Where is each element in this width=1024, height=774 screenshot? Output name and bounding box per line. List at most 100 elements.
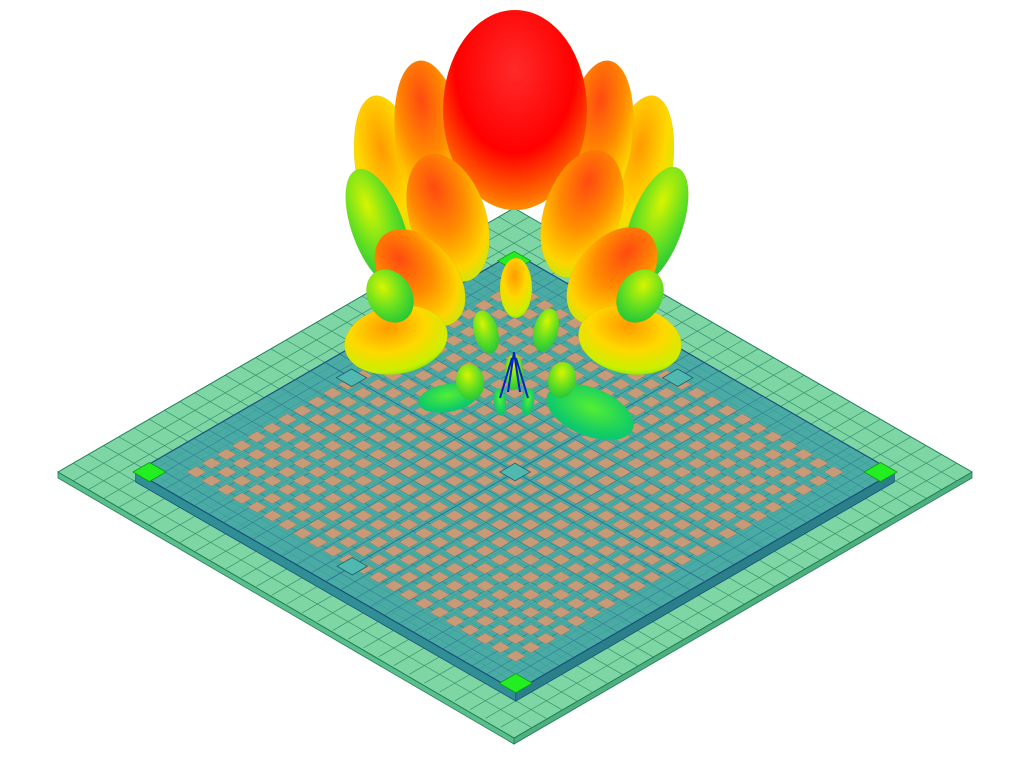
patch-element	[460, 588, 480, 601]
patch-element	[505, 615, 526, 627]
patch-element	[307, 448, 328, 461]
patch-element	[596, 597, 617, 610]
patch-element	[489, 501, 510, 513]
patch-element	[566, 562, 586, 575]
patch-element	[414, 527, 435, 540]
patch-element	[399, 553, 420, 566]
patch-element	[429, 518, 450, 531]
patch-element	[596, 492, 617, 505]
patch-element	[444, 492, 465, 505]
patch-element	[747, 492, 768, 505]
lobe-main-beam	[442, 9, 588, 211]
patch-element	[474, 492, 495, 505]
patch-element	[398, 483, 419, 496]
patch-element	[732, 518, 753, 531]
patch-element	[702, 413, 722, 426]
patch-element	[307, 483, 328, 496]
patch-element	[474, 352, 495, 364]
patch-element	[595, 457, 617, 469]
patch-element	[626, 457, 647, 469]
patch-element	[505, 510, 526, 522]
patch-element	[322, 475, 343, 487]
patch-element	[596, 439, 616, 452]
patch-element	[520, 606, 541, 618]
lobe-center-upper	[499, 257, 533, 319]
patch-element	[687, 527, 708, 540]
patch-element	[611, 466, 632, 478]
patch-element	[611, 536, 632, 548]
patch-element	[535, 597, 556, 610]
patch-element	[398, 413, 419, 426]
patch-element	[399, 571, 420, 583]
patch-element	[732, 413, 753, 426]
patch-element	[337, 413, 358, 426]
patch-element	[429, 413, 449, 426]
patch-element	[307, 466, 328, 478]
patch-element	[580, 466, 601, 478]
patch-element	[687, 510, 708, 522]
patch-element	[671, 396, 692, 408]
patch-element	[641, 518, 662, 531]
patch-element	[338, 536, 359, 548]
patch-element	[216, 483, 237, 496]
lobe-low-left	[455, 363, 485, 401]
patch-element	[596, 527, 617, 540]
patch-element	[262, 422, 282, 434]
patch-element	[231, 439, 252, 452]
patch-element	[520, 431, 541, 443]
patch-element	[611, 571, 632, 583]
patch-element	[626, 475, 647, 487]
patch-element	[201, 475, 222, 487]
patch-element	[732, 483, 753, 496]
patch-element	[672, 501, 693, 513]
patch-element	[504, 422, 525, 434]
patch-element	[671, 466, 692, 478]
patch-element	[490, 641, 511, 654]
patch-element	[459, 431, 480, 443]
patch-element	[398, 448, 419, 461]
patch-element	[489, 431, 510, 443]
patch-element	[536, 615, 556, 627]
patch-element	[762, 483, 784, 496]
radiation-lobes	[344, 9, 689, 441]
patch-element	[459, 448, 480, 461]
patch-element	[277, 413, 298, 426]
patch-element	[246, 431, 267, 443]
patch-element	[505, 632, 526, 645]
patch-element	[702, 536, 723, 548]
patch-element	[292, 475, 313, 487]
patch-element	[398, 518, 419, 531]
patch-element	[338, 466, 359, 478]
patch-element	[413, 369, 434, 382]
patch-element	[475, 562, 496, 575]
patch-element	[368, 448, 389, 461]
patch-element	[247, 466, 267, 478]
corner-marker-right	[863, 462, 898, 482]
patch-element	[611, 448, 632, 461]
patch-element	[459, 571, 480, 583]
patch-element	[687, 439, 707, 452]
patch-element	[489, 483, 510, 496]
patch-element	[641, 466, 662, 478]
patch-element	[444, 510, 465, 522]
patch-element	[413, 475, 435, 487]
feed-block-right	[661, 368, 694, 387]
patch-element	[581, 536, 602, 548]
patch-element	[413, 439, 434, 452]
patch-element	[596, 475, 617, 487]
patch-element	[307, 413, 328, 426]
patch-element	[322, 404, 343, 417]
patch-element	[338, 448, 359, 461]
feed-block-left	[335, 368, 368, 387]
patch-element	[368, 413, 389, 426]
patch-element	[656, 387, 677, 399]
patch-element	[353, 545, 374, 557]
patch-element	[489, 448, 510, 461]
patch-element	[596, 545, 617, 557]
patch-element	[474, 510, 495, 522]
patch-element	[262, 439, 283, 452]
patch-element	[793, 483, 814, 496]
patch-element	[505, 527, 526, 540]
patch-element	[656, 439, 677, 452]
